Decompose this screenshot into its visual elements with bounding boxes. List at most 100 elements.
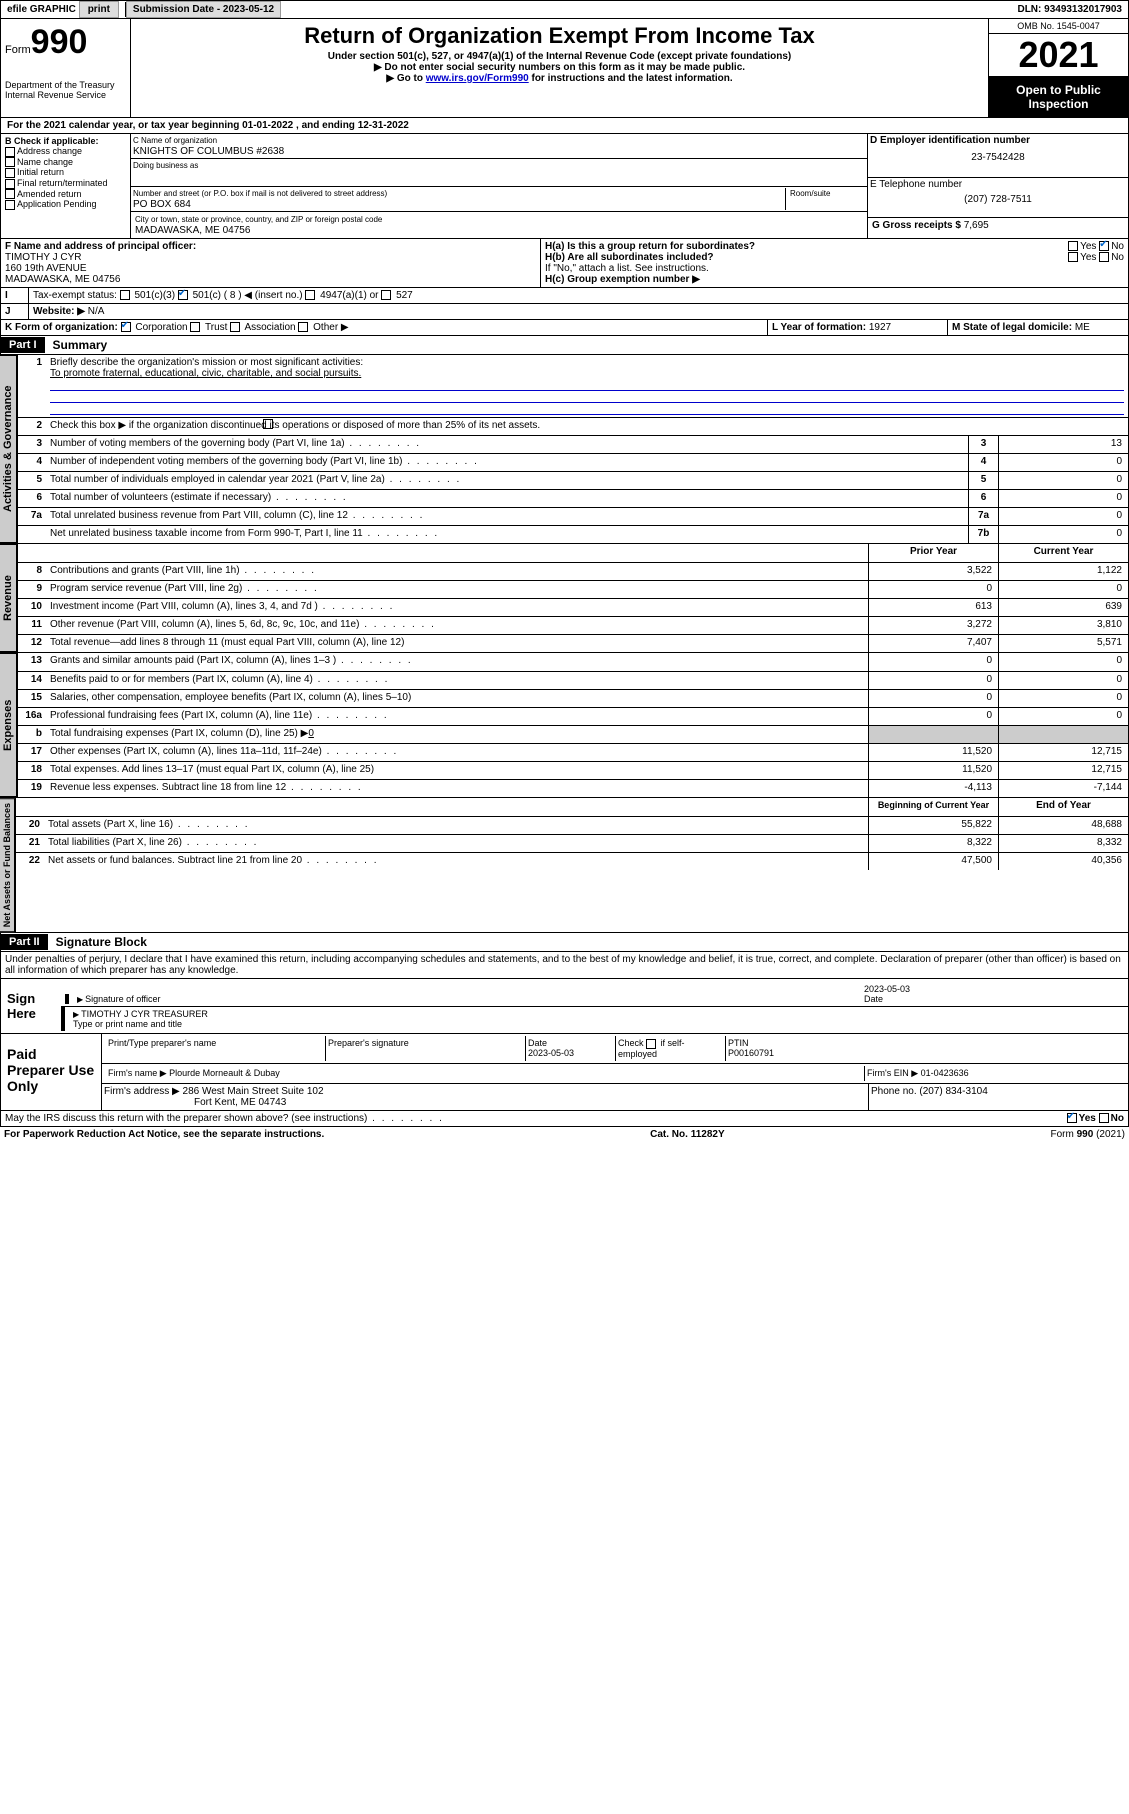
section-expenses: Expenses 13Grants and similar amounts pa… [0, 653, 1129, 798]
chk-discuss-yes[interactable] [1067, 1113, 1077, 1123]
note-ssn: ▶ Do not enter social security numbers o… [139, 62, 980, 73]
chk-527[interactable] [381, 290, 391, 300]
tax-year: 2021 [989, 34, 1128, 77]
page-footer: For Paperwork Reduction Act Notice, see … [0, 1127, 1129, 1142]
rev-c12: 5,571 [998, 635, 1128, 652]
open-inspection: Open to Public Inspection [989, 77, 1128, 117]
form-number: 990 [31, 23, 88, 61]
website: N/A [88, 306, 105, 317]
chk-name-change[interactable] [5, 157, 15, 167]
exp-p19: -4,113 [868, 780, 998, 797]
entity-block: B Check if applicable: Address change Na… [0, 134, 1129, 239]
tax-year-line: For the 2021 calendar year, or tax year … [0, 118, 1129, 134]
net-e20: 48,688 [998, 817, 1128, 834]
exp-p14: 0 [868, 672, 998, 689]
chk-app-pending[interactable] [5, 200, 15, 210]
tab-governance: Activities & Governance [0, 355, 17, 543]
chk-amended[interactable] [5, 189, 15, 199]
net-b22: 47,500 [868, 853, 998, 870]
val-7a: 0 [998, 508, 1128, 525]
exp-p16a: 0 [868, 708, 998, 725]
domicile-state: ME [1075, 322, 1090, 333]
chk-4947[interactable] [305, 290, 315, 300]
section-governance: Activities & Governance 1 Briefly descri… [0, 355, 1129, 544]
chk-trust[interactable] [190, 322, 200, 332]
net-b20: 55,822 [868, 817, 998, 834]
chk-501c3[interactable] [120, 290, 130, 300]
rev-c9: 0 [998, 581, 1128, 598]
chk-self-employed[interactable] [646, 1039, 656, 1049]
website-row: J Website: ▶ N/A [0, 304, 1129, 320]
chk-corp[interactable] [121, 322, 131, 332]
prep-date: 2023-05-03 [528, 1048, 574, 1058]
firm-addr2: Fort Kent, ME 04743 [104, 1097, 286, 1108]
officer-addr1: 160 19th AVENUE [5, 263, 87, 274]
city-state-zip: MADAWASKA, ME 04756 [135, 225, 250, 236]
chk-other[interactable] [298, 322, 308, 332]
form-label: Form [5, 44, 31, 56]
note-link: ▶ Go to www.irs.gov/Form990 for instruct… [139, 73, 980, 84]
net-e21: 8,332 [998, 835, 1128, 852]
mission-text: To promote fraternal, educational, civic… [50, 368, 361, 379]
chk-assoc[interactable] [230, 322, 240, 332]
phone: (207) 728-7511 [870, 190, 1126, 205]
officer-addr2: MADAWASKA, ME 04756 [5, 274, 120, 285]
chk-address-change[interactable] [5, 147, 15, 157]
part1-header: Part I Summary [0, 336, 1129, 355]
val-4: 0 [998, 454, 1128, 471]
chk-ha-no[interactable] [1099, 241, 1109, 251]
rev-c10: 639 [998, 599, 1128, 616]
exp-p15: 0 [868, 690, 998, 707]
officer-group-block: F Name and address of principal officer:… [0, 239, 1129, 288]
print-button[interactable]: print [79, 1, 119, 18]
ein: 23-7542428 [870, 146, 1126, 163]
exp-c13: 0 [998, 653, 1128, 671]
tab-expenses: Expenses [0, 653, 17, 797]
chk-ha-yes[interactable] [1068, 241, 1078, 251]
exp-p13: 0 [868, 653, 998, 671]
rev-p12: 7,407 [868, 635, 998, 652]
box-f: F Name and address of principal officer:… [1, 239, 541, 287]
irs-link[interactable]: www.irs.gov/Form990 [426, 73, 529, 84]
firm-addr1: 286 West Main Street Suite 102 [183, 1086, 324, 1097]
efile-label: efile GRAPHIC print [1, 2, 126, 17]
tax-status-row: I Tax-exempt status: 501(c)(3) 501(c) ( … [0, 288, 1129, 304]
exp-c17: 12,715 [998, 744, 1128, 761]
dln: DLN: 93493132017903 [1011, 2, 1128, 17]
sign-here-block: Sign Here Signature of officer 2023-05-0… [0, 979, 1129, 1034]
officer-sig-name: TIMOTHY J CYR TREASURER [81, 1009, 208, 1019]
val-7b: 0 [998, 526, 1128, 543]
dept-label: Department of the Treasury [5, 80, 126, 90]
tab-net-assets: Net Assets or Fund Balances [0, 798, 15, 932]
exp-c15: 0 [998, 690, 1128, 707]
chk-initial-return[interactable] [5, 168, 15, 178]
rev-p8: 3,522 [868, 563, 998, 580]
box-h: H(a) Is this a group return for subordin… [541, 239, 1128, 287]
val-6: 0 [998, 490, 1128, 507]
chk-hb-no[interactable] [1099, 252, 1109, 262]
section-revenue: Revenue Prior YearCurrent Year 8Contribu… [0, 544, 1129, 653]
topbar: efile GRAPHIC print Submission Date - 20… [0, 0, 1129, 19]
year-formed: 1927 [869, 322, 891, 333]
chk-501c[interactable] [178, 290, 188, 300]
chk-hb-yes[interactable] [1068, 252, 1078, 262]
form-subtitle: Under section 501(c), 527, or 4947(a)(1)… [139, 51, 980, 62]
part2-header: Part II Signature Block [0, 933, 1129, 952]
val-5: 0 [998, 472, 1128, 489]
discuss-row: May the IRS discuss this return with the… [0, 1111, 1129, 1127]
street-address: PO BOX 684 [133, 199, 191, 210]
irs-label: Internal Revenue Service [5, 90, 126, 100]
form-org-row: K Form of organization: Corporation Trus… [0, 320, 1129, 336]
rev-p11: 3,272 [868, 617, 998, 634]
chk-final-return[interactable] [5, 179, 15, 189]
chk-discontinued[interactable] [263, 419, 273, 429]
box-d-e-g: D Employer identification number23-75424… [868, 134, 1128, 238]
perjury-text: Under penalties of perjury, I declare th… [0, 952, 1129, 979]
net-e22: 40,356 [998, 853, 1128, 870]
chk-discuss-no[interactable] [1099, 1113, 1109, 1123]
submission-date: Submission Date - 2023-05-12 [126, 1, 281, 18]
rev-c11: 3,810 [998, 617, 1128, 634]
gross-receipts: 7,695 [964, 220, 989, 231]
exp-c18: 12,715 [998, 762, 1128, 779]
exp-c19: -7,144 [998, 780, 1128, 797]
